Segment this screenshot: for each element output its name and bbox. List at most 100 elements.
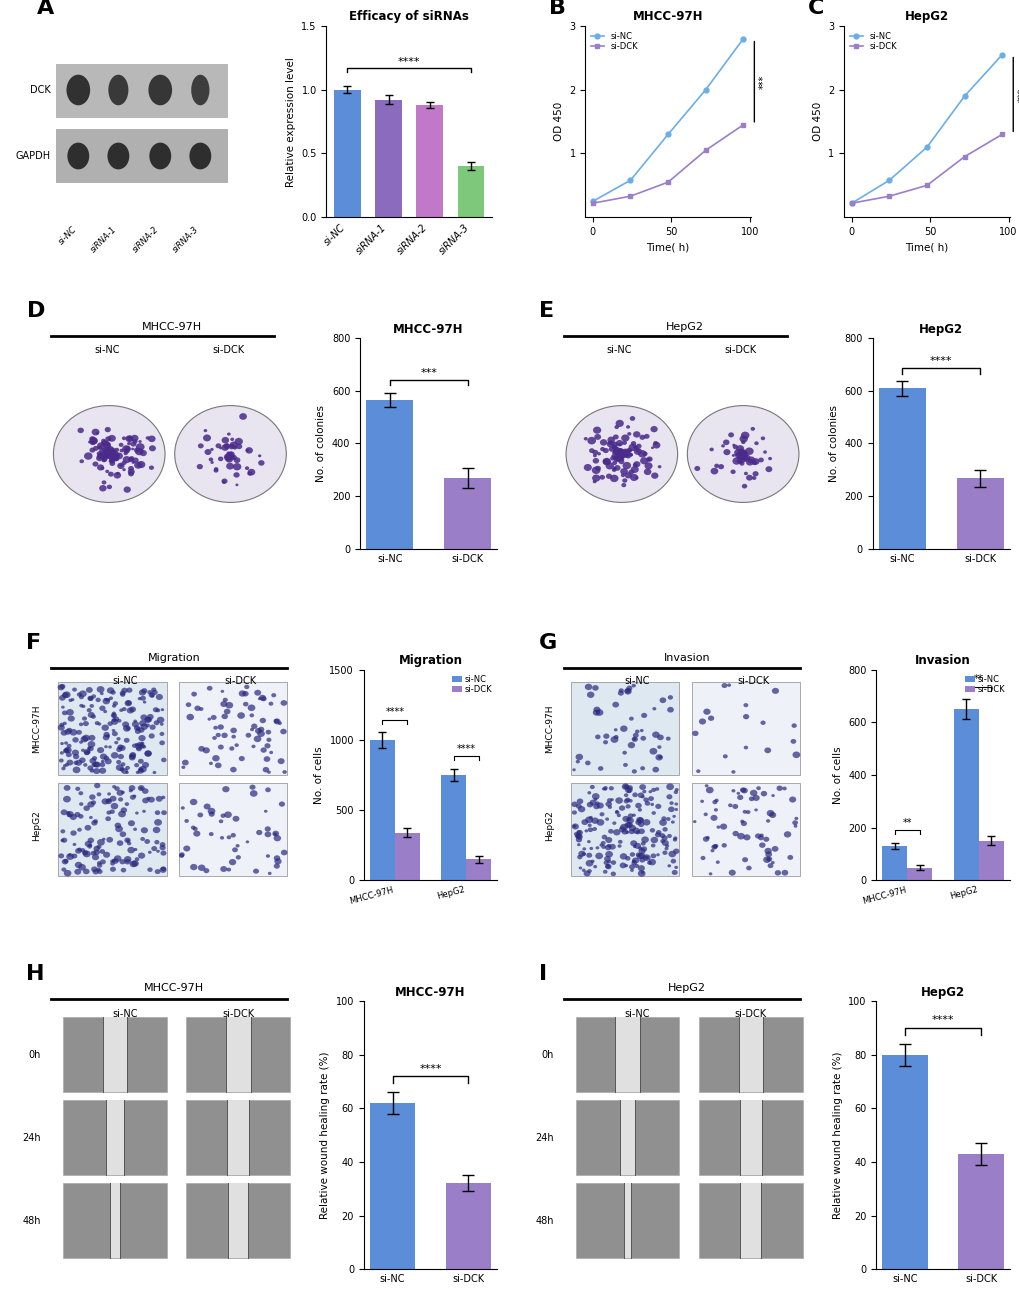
Circle shape <box>117 745 123 750</box>
Circle shape <box>61 706 64 708</box>
Bar <box>691 682 799 774</box>
Circle shape <box>592 458 598 464</box>
Circle shape <box>107 451 111 455</box>
Circle shape <box>267 771 271 774</box>
Circle shape <box>640 795 644 799</box>
Circle shape <box>771 846 777 852</box>
Ellipse shape <box>149 75 172 105</box>
Text: si-DCK: si-DCK <box>723 344 756 355</box>
Circle shape <box>650 426 657 433</box>
Circle shape <box>116 840 123 846</box>
Circle shape <box>220 690 224 693</box>
Circle shape <box>153 826 160 833</box>
Circle shape <box>602 741 607 745</box>
Circle shape <box>669 859 676 864</box>
Circle shape <box>117 462 124 469</box>
Circle shape <box>98 723 101 725</box>
Circle shape <box>204 803 211 809</box>
Circle shape <box>592 426 600 434</box>
Circle shape <box>191 692 197 697</box>
Circle shape <box>626 448 631 452</box>
Circle shape <box>642 855 650 861</box>
Circle shape <box>609 475 618 482</box>
Bar <box>576 1101 679 1176</box>
Circle shape <box>625 830 629 834</box>
Circle shape <box>89 816 93 818</box>
Circle shape <box>642 818 650 825</box>
Circle shape <box>622 449 630 457</box>
Circle shape <box>627 789 631 793</box>
Circle shape <box>106 698 110 702</box>
Circle shape <box>667 807 674 812</box>
Circle shape <box>125 765 129 771</box>
Circle shape <box>711 800 716 804</box>
Circle shape <box>758 842 765 848</box>
Circle shape <box>615 420 624 427</box>
Circle shape <box>198 812 203 817</box>
Circle shape <box>762 837 768 842</box>
Circle shape <box>108 455 111 457</box>
Circle shape <box>768 812 775 818</box>
Text: HepG2: HepG2 <box>665 322 703 332</box>
Circle shape <box>581 820 588 825</box>
Circle shape <box>193 830 200 837</box>
Circle shape <box>218 820 223 824</box>
Ellipse shape <box>190 142 211 170</box>
Circle shape <box>624 453 629 457</box>
Circle shape <box>657 755 662 759</box>
Text: si-NC: si-NC <box>94 344 119 355</box>
Circle shape <box>88 697 94 701</box>
Circle shape <box>630 466 638 473</box>
Circle shape <box>60 751 64 755</box>
Bar <box>370 739 394 881</box>
Circle shape <box>577 855 582 860</box>
Circle shape <box>64 870 71 877</box>
Circle shape <box>632 844 636 848</box>
Circle shape <box>634 843 641 850</box>
Circle shape <box>618 452 625 458</box>
Circle shape <box>751 458 759 465</box>
Circle shape <box>250 785 256 790</box>
Circle shape <box>787 855 793 860</box>
Circle shape <box>604 837 611 843</box>
Circle shape <box>114 822 121 829</box>
Circle shape <box>648 859 655 865</box>
Circle shape <box>592 710 599 716</box>
Circle shape <box>138 785 145 791</box>
Circle shape <box>128 466 133 471</box>
Circle shape <box>107 452 111 455</box>
Circle shape <box>82 850 89 856</box>
Circle shape <box>618 451 626 457</box>
Circle shape <box>614 811 619 815</box>
Circle shape <box>624 864 628 868</box>
Circle shape <box>138 852 145 859</box>
Circle shape <box>122 445 130 452</box>
Circle shape <box>129 752 136 758</box>
Circle shape <box>630 869 633 872</box>
Circle shape <box>222 786 229 793</box>
Circle shape <box>585 816 592 824</box>
Circle shape <box>640 736 645 741</box>
Circle shape <box>116 471 120 475</box>
Circle shape <box>638 848 645 853</box>
Circle shape <box>278 802 284 807</box>
Circle shape <box>161 758 166 763</box>
Circle shape <box>104 449 111 456</box>
Circle shape <box>112 859 118 864</box>
Circle shape <box>106 811 111 815</box>
Circle shape <box>97 453 104 460</box>
Circle shape <box>224 453 232 461</box>
Circle shape <box>264 826 271 831</box>
Circle shape <box>589 799 596 805</box>
Circle shape <box>628 829 634 834</box>
Circle shape <box>646 861 651 865</box>
Text: ****: **** <box>397 57 420 67</box>
Circle shape <box>657 465 660 469</box>
Circle shape <box>104 698 107 701</box>
Circle shape <box>731 789 735 793</box>
Circle shape <box>658 820 666 826</box>
Circle shape <box>712 844 716 848</box>
Circle shape <box>111 712 117 717</box>
Circle shape <box>223 708 230 715</box>
Circle shape <box>250 714 254 717</box>
